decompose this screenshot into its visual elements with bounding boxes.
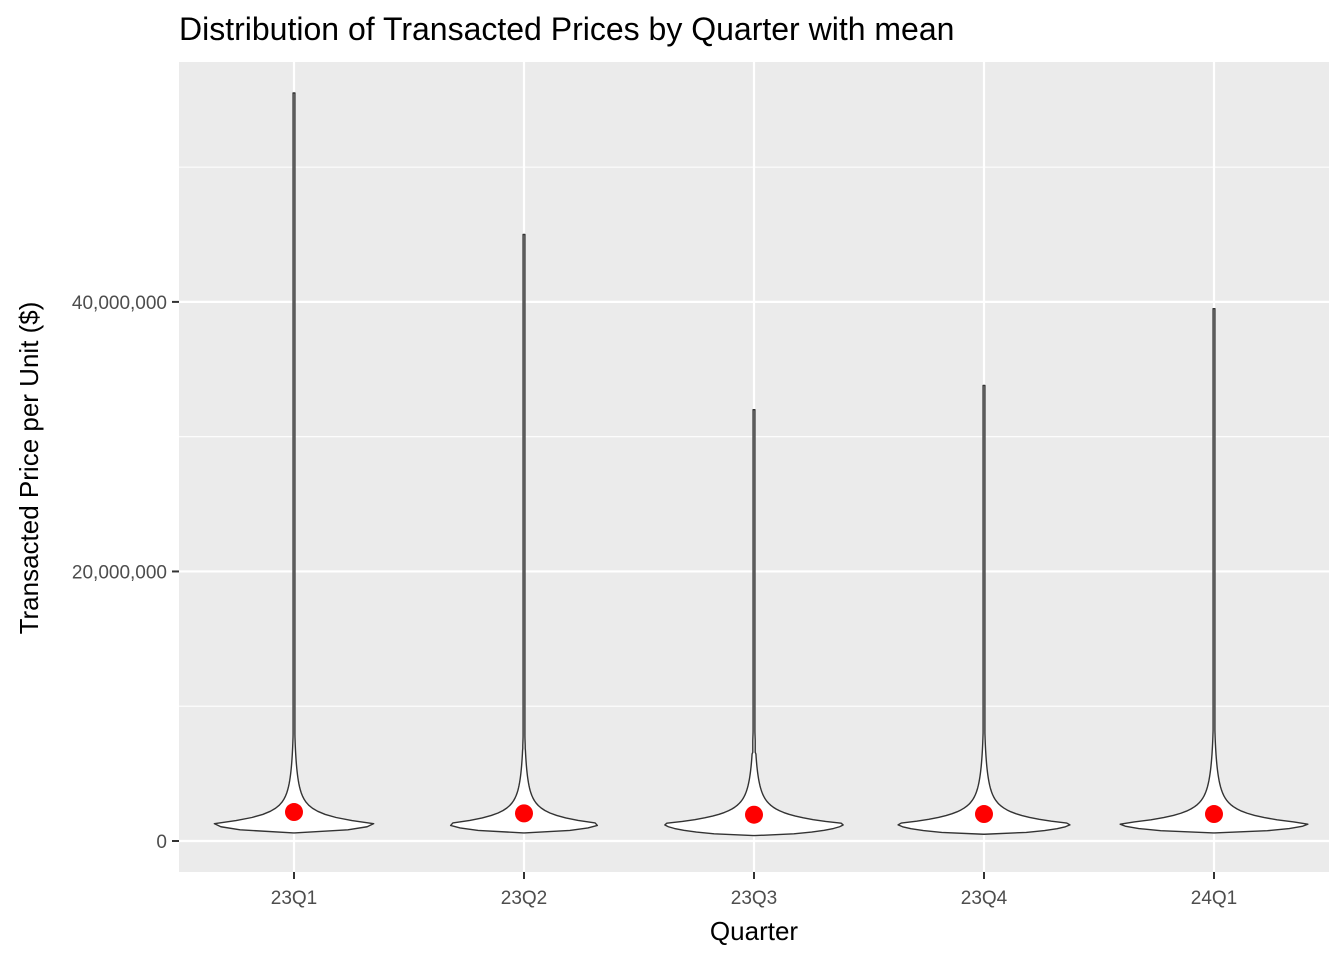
violin-24Q1 [1119, 307, 1309, 834]
mean-point-23Q2 [515, 804, 533, 823]
y-tick-label: 20,000,000 [72, 562, 167, 583]
violin-23Q4 [897, 384, 1071, 835]
x-tick-label: 23Q1 [271, 888, 317, 909]
x-tick-label: 24Q1 [1191, 888, 1237, 909]
violins [213, 92, 1309, 837]
y-tick-label: 0 [156, 832, 167, 853]
mean-points [285, 803, 1223, 824]
y-axis-title: Transacted Price per Unit ($) [14, 302, 44, 635]
y-tick-label: 40,000,000 [72, 293, 167, 314]
x-tick-label: 23Q4 [961, 888, 1008, 909]
violin-23Q3 [664, 409, 844, 837]
mean-point-23Q3 [745, 805, 763, 824]
x-axis-title: Quarter [710, 916, 798, 946]
mean-point-23Q1 [285, 803, 303, 822]
x-tick-label: 23Q2 [501, 888, 547, 909]
violin-23Q2 [449, 233, 599, 834]
chart-title: Distribution of Transacted Prices by Qua… [179, 11, 954, 47]
violin-23Q1 [213, 92, 375, 834]
mean-point-23Q4 [975, 805, 993, 824]
y-axis: 0 20,000,000 40,000,000 [72, 293, 179, 853]
mean-point-24Q1 [1205, 805, 1223, 824]
x-tick-label: 23Q3 [731, 888, 777, 909]
x-axis: 23Q1 23Q2 23Q3 23Q4 24Q1 [271, 872, 1237, 909]
